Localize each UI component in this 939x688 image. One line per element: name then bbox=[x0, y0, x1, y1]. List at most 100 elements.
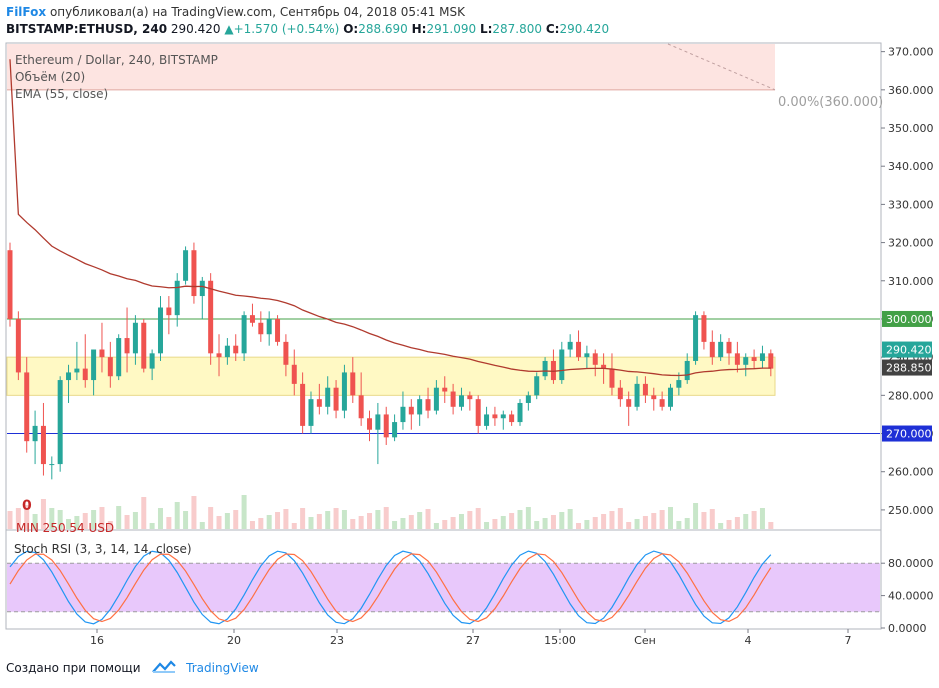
candle[interactable] bbox=[107, 341, 113, 388]
candle[interactable] bbox=[584, 345, 590, 369]
candle[interactable] bbox=[40, 402, 46, 476]
candle[interactable] bbox=[216, 334, 222, 377]
candle[interactable] bbox=[308, 391, 314, 434]
candle[interactable] bbox=[408, 399, 414, 430]
candle[interactable] bbox=[458, 387, 464, 411]
candle[interactable] bbox=[208, 273, 214, 365]
volume-bar bbox=[609, 511, 615, 529]
candle[interactable] bbox=[82, 334, 88, 388]
candle[interactable] bbox=[333, 380, 339, 419]
candle[interactable] bbox=[199, 276, 205, 319]
candle[interactable] bbox=[224, 338, 230, 365]
candle[interactable] bbox=[132, 315, 138, 365]
candle[interactable] bbox=[768, 349, 774, 377]
candle[interactable] bbox=[425, 387, 431, 419]
candle[interactable] bbox=[467, 391, 473, 411]
candle[interactable] bbox=[291, 349, 297, 396]
candle[interactable] bbox=[49, 456, 55, 480]
candle[interactable] bbox=[651, 387, 657, 411]
candle[interactable] bbox=[375, 402, 381, 465]
candle[interactable] bbox=[316, 383, 322, 415]
candle[interactable] bbox=[693, 311, 699, 365]
candle[interactable] bbox=[500, 410, 506, 430]
candle[interactable] bbox=[534, 372, 540, 400]
candle[interactable] bbox=[325, 376, 331, 415]
candle[interactable] bbox=[400, 391, 406, 430]
candle[interactable] bbox=[233, 334, 239, 361]
tradingview-logo-icon[interactable] bbox=[152, 660, 177, 677]
candle[interactable] bbox=[358, 372, 364, 426]
candle[interactable] bbox=[241, 311, 247, 361]
candle[interactable] bbox=[450, 383, 456, 415]
candle[interactable] bbox=[341, 364, 347, 419]
candle[interactable] bbox=[417, 395, 423, 426]
candle[interactable] bbox=[367, 410, 373, 442]
candle[interactable] bbox=[475, 395, 481, 434]
candle[interactable] bbox=[249, 303, 255, 327]
candle[interactable] bbox=[726, 338, 732, 365]
candle[interactable] bbox=[517, 399, 523, 426]
candle[interactable] bbox=[759, 345, 765, 369]
tradingview-link[interactable]: TradingView bbox=[186, 661, 259, 675]
candle[interactable] bbox=[684, 353, 690, 384]
candle[interactable] bbox=[642, 376, 648, 403]
candle[interactable] bbox=[509, 410, 515, 426]
candle[interactable] bbox=[634, 376, 640, 411]
candle[interactable] bbox=[659, 391, 665, 411]
candle[interactable] bbox=[116, 334, 122, 381]
candle[interactable] bbox=[275, 315, 281, 346]
candle[interactable] bbox=[626, 391, 632, 426]
chart-canvas[interactable]: 370.000 360.000 350.000 340.000 330.000 320.0… bbox=[0, 40, 939, 655]
candle[interactable] bbox=[24, 357, 30, 453]
candle[interactable] bbox=[91, 349, 97, 396]
candle[interactable] bbox=[191, 242, 197, 304]
candle[interactable] bbox=[718, 334, 724, 361]
candle[interactable] bbox=[751, 349, 757, 369]
candle[interactable] bbox=[550, 349, 556, 384]
candle[interactable] bbox=[709, 330, 715, 365]
candle[interactable] bbox=[667, 383, 673, 411]
candle[interactable] bbox=[141, 318, 147, 373]
candle[interactable] bbox=[525, 391, 531, 411]
candle[interactable] bbox=[7, 242, 13, 327]
candle[interactable] bbox=[383, 406, 389, 445]
candle[interactable] bbox=[32, 410, 38, 465]
volume-bar bbox=[350, 519, 356, 529]
candle[interactable] bbox=[99, 322, 105, 373]
candle[interactable] bbox=[300, 372, 306, 434]
candle[interactable] bbox=[57, 376, 63, 472]
candle[interactable] bbox=[743, 353, 749, 377]
candle[interactable] bbox=[701, 311, 707, 350]
candle[interactable] bbox=[183, 246, 189, 285]
candle[interactable] bbox=[174, 273, 180, 327]
candle[interactable] bbox=[157, 296, 163, 361]
volume-bar bbox=[82, 513, 88, 529]
candle[interactable] bbox=[258, 311, 264, 342]
candle[interactable] bbox=[149, 349, 155, 381]
candle[interactable] bbox=[166, 296, 172, 335]
candle[interactable] bbox=[266, 311, 272, 346]
candle[interactable] bbox=[124, 307, 130, 373]
stoch-rsi-pane[interactable] bbox=[7, 550, 880, 625]
candle[interactable] bbox=[392, 414, 398, 442]
candle[interactable] bbox=[676, 372, 682, 396]
candle[interactable] bbox=[592, 349, 598, 377]
candle[interactable] bbox=[576, 330, 582, 361]
price-pane[interactable] bbox=[6, 43, 880, 529]
candle[interactable] bbox=[283, 334, 289, 377]
candle[interactable] bbox=[66, 364, 72, 403]
candle[interactable] bbox=[567, 334, 573, 358]
candle[interactable] bbox=[542, 357, 548, 381]
candle[interactable] bbox=[433, 380, 439, 415]
candle[interactable] bbox=[15, 311, 21, 381]
candle[interactable] bbox=[492, 406, 498, 426]
candle[interactable] bbox=[74, 341, 80, 381]
candle[interactable] bbox=[559, 341, 565, 384]
candle[interactable] bbox=[350, 357, 356, 403]
candle[interactable] bbox=[442, 376, 448, 403]
candle[interactable] bbox=[617, 380, 623, 407]
candle[interactable] bbox=[609, 353, 615, 396]
author-name[interactable]: FilFox bbox=[6, 5, 47, 19]
candle[interactable] bbox=[484, 406, 490, 430]
candle[interactable] bbox=[734, 341, 740, 373]
